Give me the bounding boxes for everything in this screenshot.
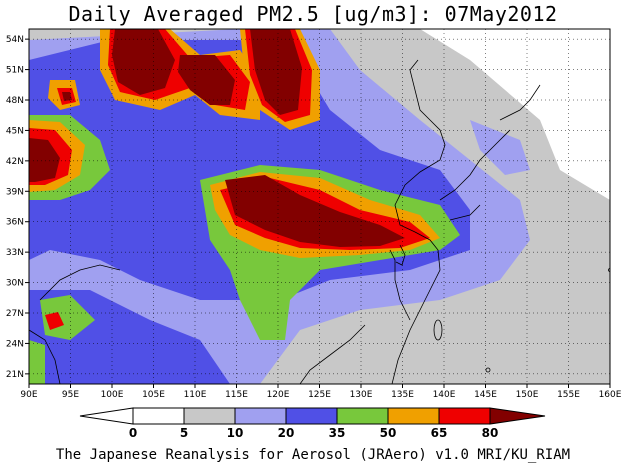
colorbar-label: 65 [431, 426, 448, 440]
lon-tick-label: 140E [433, 390, 456, 400]
lon-tick-label: 155E [557, 390, 580, 400]
pm25-field [29, 29, 610, 384]
field-darkred-north [112, 29, 175, 95]
coastline-korea [389, 249, 411, 321]
colorbar-bin [438, 407, 491, 425]
coastline-bay-of-bengal [29, 329, 61, 384]
colorbar-label: 0 [129, 426, 137, 440]
colorbar-bin [234, 407, 287, 425]
lat-tick-label: 54N [6, 35, 24, 45]
lon-tick-label: 110E [184, 390, 207, 400]
coastline-honshu [439, 129, 511, 201]
lat-tick-label: 39N [6, 187, 24, 197]
field-darkred-north2 [178, 55, 235, 105]
colorbar-bin [132, 407, 185, 425]
colorbar-label: 35 [329, 426, 346, 440]
lat-tick-label: 33N [6, 248, 24, 258]
lon-tick-label: 90E [20, 390, 37, 400]
coastlines [29, 59, 610, 384]
lon-tick-label: 95E [62, 390, 79, 400]
lon-axis: 90E 95E 100E 105E 110E 115E 120E 125E 130E 135E 14… [20, 384, 622, 400]
coastline-mainland [391, 59, 446, 384]
field-green-sw [40, 295, 95, 340]
colorbar-label: 5 [180, 426, 188, 440]
lon-tick-label: 150E [516, 390, 539, 400]
lat-tick-label: 27N [6, 309, 24, 319]
lon-tick-label: 135E [391, 390, 414, 400]
small-island-2 [608, 268, 610, 272]
taiwan-island [433, 319, 443, 341]
lat-tick-label: 42N [6, 157, 24, 167]
lon-tick-label: 130E [350, 390, 373, 400]
coastline-india-north [39, 264, 121, 301]
lat-tick-label: 51N [6, 66, 24, 76]
colorbar-bin [183, 407, 236, 425]
coastline-south-china [299, 324, 366, 384]
coastline-kyushu [449, 204, 481, 221]
colorbar-arrow-left [79, 407, 134, 425]
lon-tick-label: 100E [101, 390, 124, 400]
coastline-shandong [395, 244, 406, 266]
field-darkred-west [29, 138, 60, 182]
lat-tick-label: 21N [6, 370, 24, 380]
field-darkred-ne [250, 29, 302, 115]
map-title: Daily Averaged PM2.5 [ug/m3]: 07May2012 [68, 2, 558, 26]
lat-axis: 54N 51N 48N 45N 42N 39N 36N 33N 30N 27N 24N 21N [6, 35, 29, 380]
lon-tick-label: 115E [225, 390, 248, 400]
field-darkred-small [62, 92, 72, 101]
lat-tick-label: 36N [6, 218, 24, 228]
lat-tick-label: 48N [6, 96, 24, 106]
colorbar-label: 80 [482, 426, 499, 440]
small-island-1 [485, 367, 491, 373]
colorbar-arrow-right [489, 407, 546, 425]
field-red-sw [45, 312, 64, 330]
lon-tick-label: 125E [308, 390, 331, 400]
lon-tick-label: 120E [267, 390, 290, 400]
colorbar-bin [285, 407, 338, 425]
colorbar-bin [336, 407, 389, 425]
field-green-corner [29, 340, 45, 384]
field-darkred [225, 175, 405, 247]
colorbar-bin [387, 407, 440, 425]
coastline-hokkaido [499, 84, 541, 121]
field-lightblue-ne [470, 120, 530, 175]
lat-tick-label: 30N [6, 279, 24, 289]
lat-tick-label: 45N [6, 126, 24, 136]
colorbar-label: 50 [380, 426, 397, 440]
lon-tick-label: 160E [599, 390, 622, 400]
colorbar-label: 20 [278, 426, 295, 440]
lat-lon-grid [29, 29, 610, 384]
footer-credit: The Japanese Reanalysis for Aerosol (JRA… [55, 447, 571, 463]
lon-tick-label: 145E [474, 390, 497, 400]
lon-tick-label: 105E [142, 390, 165, 400]
colorbar-label: 10 [227, 426, 244, 440]
lat-tick-label: 24N [6, 339, 24, 349]
colorbar: 0 5 10 20 35 50 65 80 [79, 407, 546, 440]
